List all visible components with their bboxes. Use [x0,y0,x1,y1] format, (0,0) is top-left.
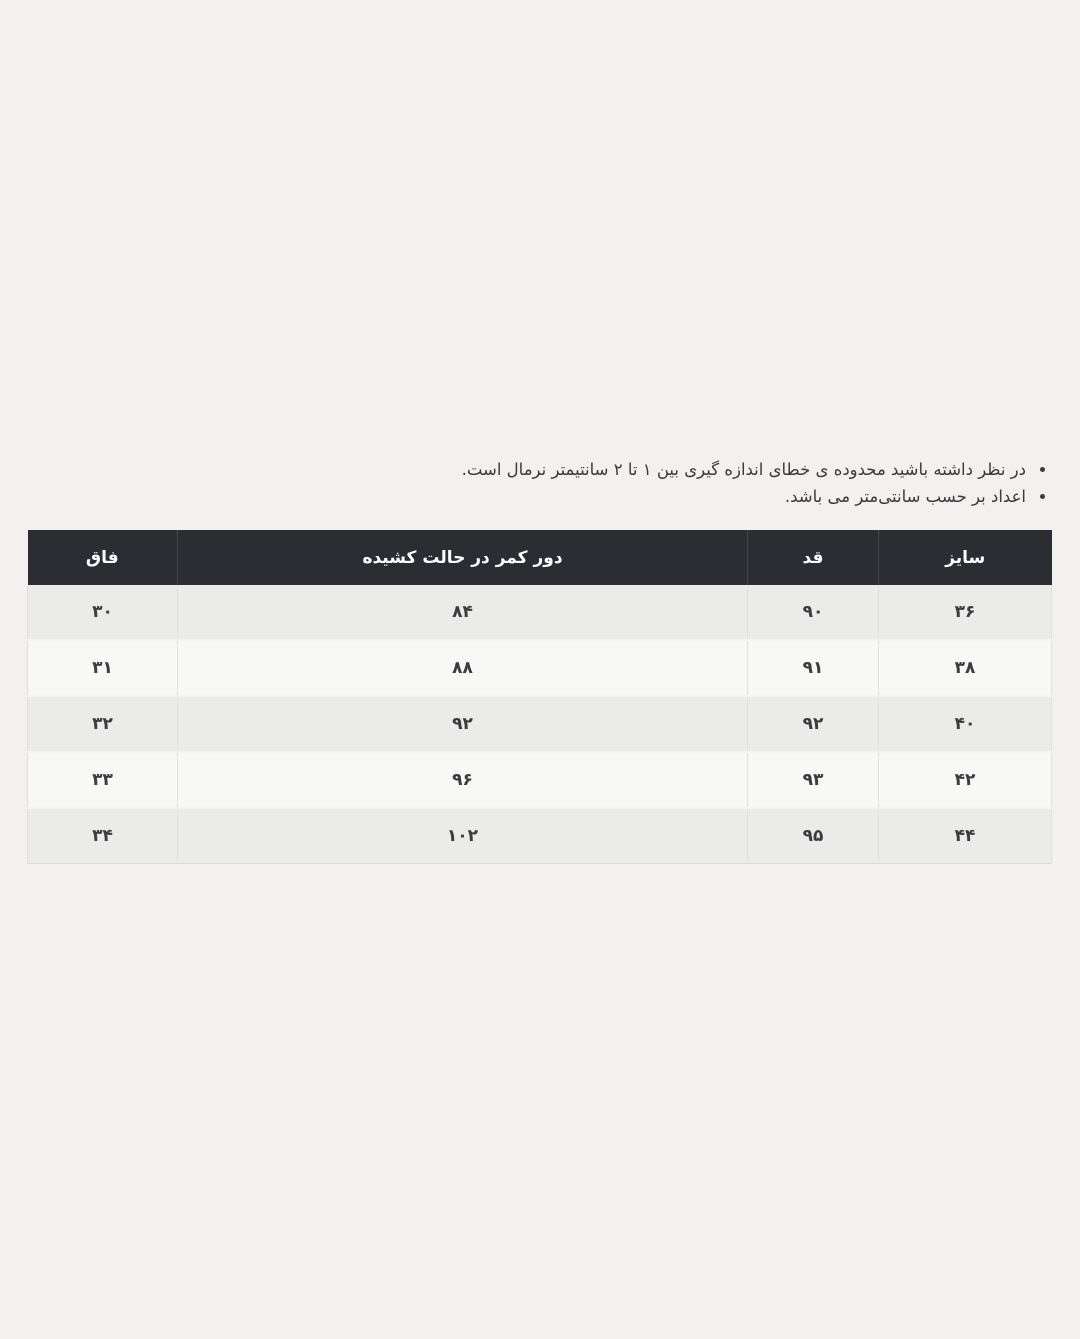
table-cell: ۸۴ [177,585,748,640]
table-row: ۳۶ ۹۰ ۸۴ ۳۰ [27,585,1052,640]
table-cell: ۳۶ [878,585,1052,640]
table-cell: ۳۱ [27,640,178,696]
table-cell: ۴۲ [878,752,1052,808]
table-row: ۴۴ ۹۵ ۱۰۲ ۳۴ [27,808,1052,864]
table-cell: ۹۰ [747,585,879,640]
column-header-rise: فاق [27,530,178,585]
size-chart-table: سایز قد دور کمر در حالت کشیده فاق ۳۶ ۹۰ ۸۴… [27,530,1052,864]
table-cell: ۹۲ [747,696,879,752]
table-cell: ۹۶ [177,752,748,808]
column-header-length: قد [747,530,879,585]
table-cell: ۸۸ [177,640,748,696]
table-row: ۴۰ ۹۲ ۹۲ ۳۲ [27,696,1052,752]
table-cell: ۳۴ [27,808,178,864]
column-header-waist-stretched: دور کمر در حالت کشیده [177,530,748,585]
note-units: اعداد بر حسب سانتی‌متر می باشد. [28,483,1028,510]
table-cell: ۳۲ [27,696,178,752]
table-cell: ۳۸ [878,640,1052,696]
table-cell: ۹۵ [747,808,879,864]
table-row: ۴۲ ۹۳ ۹۶ ۳۳ [27,752,1052,808]
table-cell: ۹۳ [747,752,879,808]
note-measurement-tolerance: در نظر داشته باشید محدوده ی خطای اندازه … [28,456,1028,483]
table-cell: ۴۴ [878,808,1052,864]
table-row: ۳۸ ۹۱ ۸۸ ۳۱ [27,640,1052,696]
table-cell: ۹۱ [747,640,879,696]
table-cell: ۱۰۲ [177,808,748,864]
notes-list: در نظر داشته باشید محدوده ی خطای اندازه … [28,456,1052,510]
table-cell: ۴۰ [878,696,1052,752]
column-header-size: سایز [878,530,1052,585]
table-cell: ۳۳ [27,752,178,808]
table-header: سایز قد دور کمر در حالت کشیده فاق [27,530,1052,585]
table-cell: ۳۰ [27,585,178,640]
size-guide-section: در نظر داشته باشید محدوده ی خطای اندازه … [27,0,1052,864]
table-header-row: سایز قد دور کمر در حالت کشیده فاق [27,530,1052,585]
table-body: ۳۶ ۹۰ ۸۴ ۳۰ ۳۸ ۹۱ ۸۸ ۳۱ ۴۰ ۹۲ ۹۲ ۳۲ ۴۲ ۹۳ ۹۶ ۳۳ ۴۴ ۹۵ ۱۰۲ ۳… [27,585,1052,864]
table-cell: ۹۲ [177,696,748,752]
